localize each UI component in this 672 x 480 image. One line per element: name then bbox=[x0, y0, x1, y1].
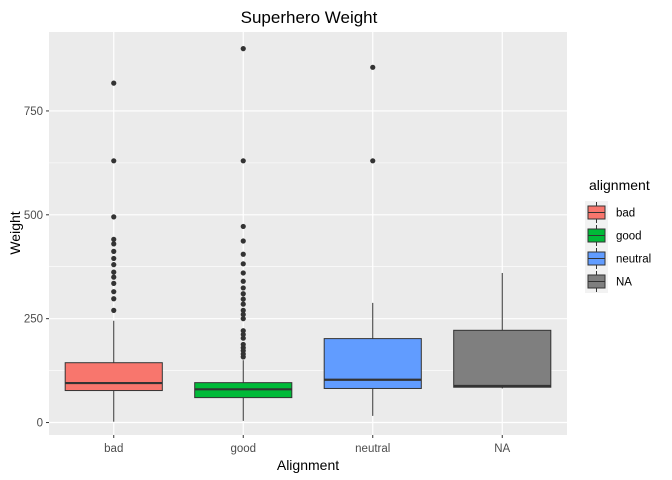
y-tick-label: 250 bbox=[24, 314, 43, 326]
outlier-point bbox=[240, 291, 246, 297]
legend-label: NA bbox=[616, 277, 632, 289]
outlier-point bbox=[240, 301, 246, 307]
x-tick-label: neutral bbox=[355, 443, 390, 455]
outlier-point bbox=[111, 296, 117, 302]
outlier-point bbox=[240, 296, 246, 302]
outlier-point bbox=[240, 341, 246, 348]
y-tick-label: 0 bbox=[37, 418, 43, 430]
legend-item-neutral: neutral bbox=[585, 247, 651, 270]
outlier-point bbox=[111, 262, 117, 268]
chart-title: Superhero Weight bbox=[241, 8, 378, 27]
outlier-point bbox=[240, 328, 246, 334]
box-neutral bbox=[323, 64, 422, 416]
outlier-point bbox=[370, 158, 376, 164]
outlier-point bbox=[111, 307, 117, 313]
box-body bbox=[453, 329, 552, 388]
box-good bbox=[194, 46, 293, 421]
legend-label: neutral bbox=[616, 254, 651, 266]
outlier-point bbox=[111, 269, 117, 275]
outlier-point bbox=[111, 280, 117, 286]
box-body bbox=[323, 338, 422, 389]
box-bad bbox=[64, 80, 163, 422]
outlier-point bbox=[240, 270, 246, 276]
outlier-point bbox=[240, 285, 246, 291]
outlier-point bbox=[111, 289, 117, 295]
box-na bbox=[453, 272, 552, 389]
outlier-point bbox=[370, 64, 376, 70]
outlier-point bbox=[111, 255, 117, 262]
x-tick-label: good bbox=[230, 443, 256, 455]
legend-title: alignment bbox=[589, 177, 650, 193]
outlier-point bbox=[111, 214, 117, 220]
outlier-point bbox=[111, 241, 117, 247]
x-axis-title: Alignment bbox=[277, 457, 339, 473]
y-axis-title: Weight bbox=[7, 211, 23, 254]
outlier-point bbox=[240, 251, 246, 257]
x-tick-label: NA bbox=[494, 443, 510, 455]
box-series bbox=[64, 46, 552, 422]
outlier-point bbox=[240, 261, 246, 267]
box-body bbox=[64, 362, 163, 392]
legend-label: good bbox=[616, 231, 642, 243]
outlier-point bbox=[111, 248, 117, 254]
legend: alignment bad good neutral NA bbox=[585, 177, 651, 293]
outlier-point bbox=[240, 311, 246, 318]
y-axis-ticks: 0 250 500 750 bbox=[24, 106, 49, 430]
x-axis-ticks: bad good neutral NA bbox=[104, 435, 511, 455]
outlier-point bbox=[111, 80, 117, 86]
outlier-point bbox=[111, 158, 117, 164]
legend-label: bad bbox=[616, 208, 635, 220]
x-tick-label: bad bbox=[104, 443, 123, 455]
outlier-point bbox=[240, 46, 246, 52]
outlier-point bbox=[240, 158, 246, 164]
legend-item-bad: bad bbox=[585, 201, 635, 224]
outlier-point bbox=[240, 316, 246, 322]
outlier-point bbox=[240, 331, 246, 338]
outlier-point bbox=[240, 278, 246, 284]
outlier-point bbox=[240, 307, 246, 313]
outlier-point bbox=[111, 274, 117, 280]
outlier-point bbox=[111, 236, 117, 242]
y-tick-label: 500 bbox=[24, 210, 43, 222]
y-tick-label: 750 bbox=[24, 106, 43, 118]
outlier-point bbox=[240, 335, 246, 341]
legend-item-na: NA bbox=[585, 270, 632, 293]
legend-item-good: good bbox=[585, 224, 642, 247]
outlier-point bbox=[240, 238, 246, 244]
outlier-point bbox=[240, 223, 246, 230]
